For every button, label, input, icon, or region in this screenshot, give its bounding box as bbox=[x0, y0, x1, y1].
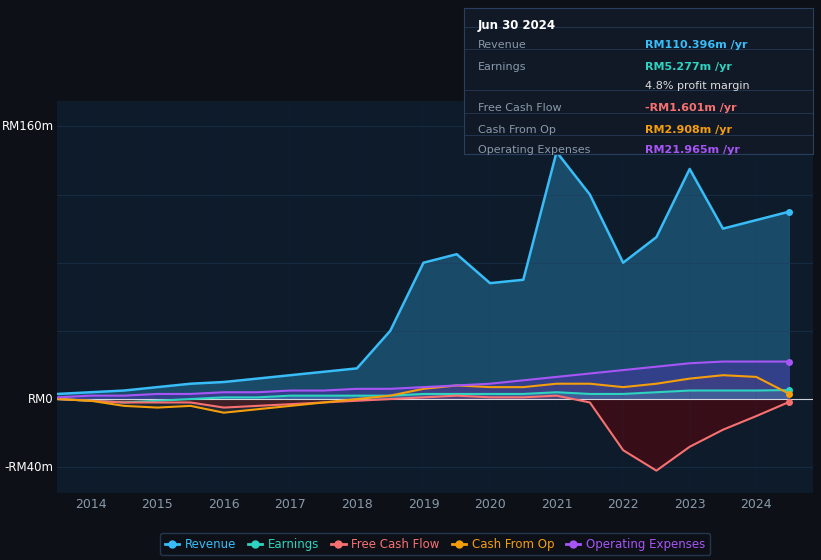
Text: RM160m: RM160m bbox=[2, 120, 53, 133]
Text: -RM40m: -RM40m bbox=[5, 461, 53, 474]
Text: RM2.908m /yr: RM2.908m /yr bbox=[645, 125, 732, 135]
Text: 4.8% profit margin: 4.8% profit margin bbox=[645, 81, 750, 91]
Text: RM5.277m /yr: RM5.277m /yr bbox=[645, 62, 732, 72]
Text: -RM1.601m /yr: -RM1.601m /yr bbox=[645, 103, 737, 113]
Text: Free Cash Flow: Free Cash Flow bbox=[478, 103, 562, 113]
Text: Jun 30 2024: Jun 30 2024 bbox=[478, 18, 556, 31]
Text: Earnings: Earnings bbox=[478, 62, 526, 72]
Text: RM110.396m /yr: RM110.396m /yr bbox=[645, 40, 748, 50]
Text: RM0: RM0 bbox=[28, 393, 53, 405]
Text: RM21.965m /yr: RM21.965m /yr bbox=[645, 145, 741, 155]
Text: Cash From Op: Cash From Op bbox=[478, 125, 556, 135]
Text: Operating Expenses: Operating Expenses bbox=[478, 145, 590, 155]
Text: Revenue: Revenue bbox=[478, 40, 526, 50]
Legend: Revenue, Earnings, Free Cash Flow, Cash From Op, Operating Expenses: Revenue, Earnings, Free Cash Flow, Cash … bbox=[160, 533, 710, 556]
